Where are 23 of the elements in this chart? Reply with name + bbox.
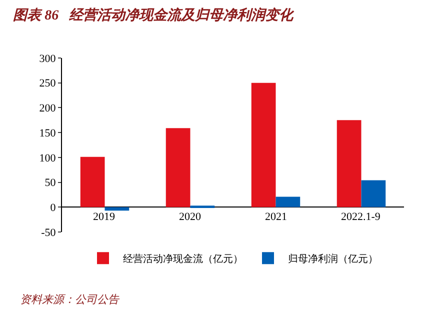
bar: [166, 128, 190, 208]
x-tick-label: 2021: [265, 211, 287, 223]
legend-label: 归母净利润（亿元）: [288, 253, 378, 265]
bar: [361, 180, 386, 208]
y-tick-label: 200: [39, 102, 56, 115]
chart-title: 图表 86 经营活动净现金流及归母净利润变化: [13, 6, 296, 24]
x-tick-label: 2019: [93, 211, 116, 223]
text: 资料来源：公司公告: [20, 293, 120, 306]
bar: [276, 196, 300, 208]
bar: [251, 82, 276, 208]
y-tick-label: 300: [39, 52, 56, 65]
bar: [336, 120, 362, 208]
y-tick-label: 50: [44, 177, 56, 190]
x-tick-label: 2022.1-9: [341, 211, 381, 223]
bar: [80, 156, 105, 208]
bar: [104, 207, 130, 211]
y-tick-label: 100: [39, 152, 56, 164]
y-tick-label: 150: [39, 127, 56, 140]
x-tick-label: 2020: [179, 211, 202, 223]
y-tick-label: 250: [39, 78, 56, 90]
y-tick-label: 0: [50, 202, 56, 214]
y-tick-label: -50: [41, 226, 56, 239]
legend-label: 经营活动净现金流（亿元）: [123, 253, 243, 265]
